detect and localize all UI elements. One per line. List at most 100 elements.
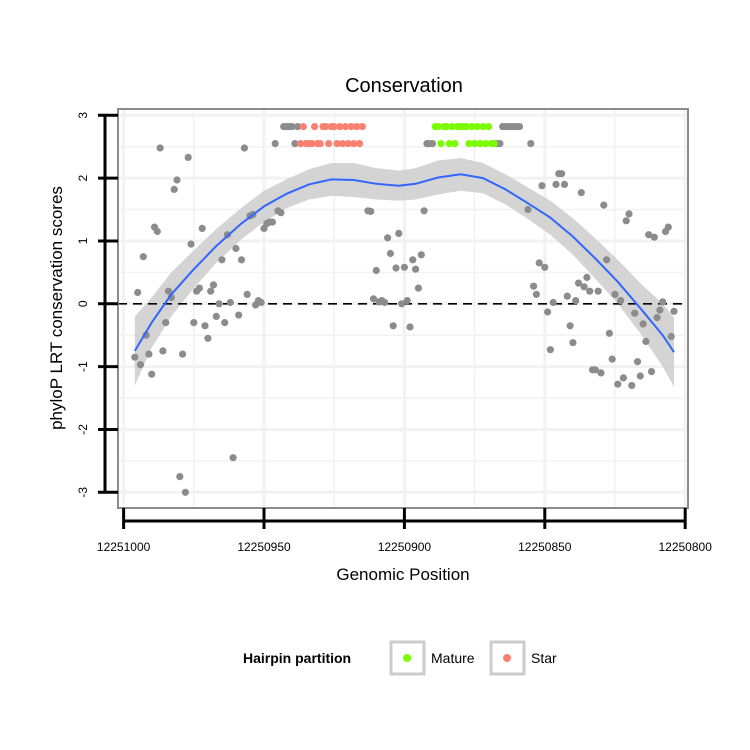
point-other	[218, 256, 226, 264]
point-other	[134, 288, 142, 297]
point-other	[639, 320, 647, 328]
point-star	[316, 140, 324, 148]
point-other	[530, 282, 538, 290]
point-other	[625, 210, 633, 218]
point-mature	[462, 123, 470, 131]
point-other	[552, 180, 560, 188]
point-other	[532, 290, 541, 298]
point-other	[369, 295, 378, 303]
point-other	[538, 182, 546, 190]
point-other	[153, 227, 161, 236]
point-other	[384, 234, 392, 242]
point-other	[148, 370, 156, 378]
point-mature	[485, 123, 493, 131]
point-other	[176, 473, 184, 481]
point-mature	[479, 123, 487, 131]
point-star	[336, 123, 344, 131]
point-mature	[473, 123, 481, 131]
point-other	[173, 176, 181, 184]
confidence-band-area	[134, 158, 675, 387]
point-star	[350, 140, 358, 148]
point-other	[367, 207, 375, 215]
point-other	[414, 284, 422, 292]
point-other	[594, 287, 602, 295]
point-other	[603, 256, 611, 264]
point-other	[566, 322, 574, 330]
point-other	[628, 381, 636, 390]
point-other	[600, 201, 608, 209]
point-other	[136, 361, 145, 369]
point-other	[156, 144, 164, 152]
point-mature	[445, 140, 453, 148]
point-other	[569, 339, 577, 347]
point-other	[243, 290, 251, 298]
point-other	[190, 319, 198, 327]
legend-title: Hairpin partition	[243, 650, 351, 666]
legend-label-mature: Mature	[431, 650, 475, 666]
point-other	[527, 140, 535, 148]
point-other	[159, 347, 167, 355]
point-other	[631, 309, 639, 317]
point-star	[308, 140, 316, 148]
legend-dot-star	[503, 654, 511, 662]
x-tick-label: 12250950	[237, 540, 291, 554]
point-star	[330, 123, 338, 131]
point-other	[271, 140, 279, 148]
point-star	[311, 123, 319, 131]
point-other	[647, 368, 656, 376]
point-mature	[442, 123, 451, 131]
point-other	[605, 329, 614, 337]
point-other	[614, 380, 622, 388]
point-other	[403, 297, 411, 305]
point-other	[400, 263, 408, 271]
point-other	[541, 263, 549, 271]
point-other	[622, 217, 630, 225]
x-tick-label: 12250850	[518, 540, 572, 554]
point-mature	[482, 140, 490, 148]
y-axis-label: phyloP LRT conservation scores	[47, 186, 66, 430]
point-mature	[434, 123, 442, 131]
legend: Hairpin partition Mature Star	[243, 640, 557, 676]
point-other	[386, 249, 394, 258]
point-other	[195, 284, 203, 292]
point-other	[563, 292, 571, 300]
point-other	[544, 308, 552, 316]
x-tick-label: 12250800	[658, 540, 712, 554]
point-other	[145, 350, 153, 358]
point-other	[204, 334, 212, 342]
point-other	[667, 332, 675, 341]
y-tick-label: 3	[76, 112, 90, 119]
point-other	[664, 223, 672, 231]
point-mature	[448, 123, 456, 131]
y-tick-label: -1	[76, 361, 90, 372]
point-other	[381, 298, 389, 307]
point-other	[428, 140, 437, 148]
point-other	[546, 346, 555, 354]
grid	[118, 109, 688, 508]
point-other	[237, 256, 246, 264]
point-other	[670, 307, 678, 315]
point-other	[611, 290, 619, 298]
x-axis-label: Genomic Position	[336, 565, 469, 584]
point-other	[572, 297, 580, 305]
point-other	[417, 251, 425, 259]
point-other	[650, 233, 658, 241]
point-other	[209, 281, 218, 289]
y-tick-label: 1	[76, 237, 90, 244]
point-other	[277, 209, 285, 217]
point-star	[358, 123, 366, 131]
point-other	[583, 273, 591, 281]
point-other	[179, 350, 187, 358]
confidence-band	[134, 158, 675, 387]
point-other	[215, 300, 223, 308]
point-mature	[465, 140, 473, 148]
point-other	[619, 374, 628, 382]
point-other	[645, 231, 653, 239]
point-other	[591, 366, 599, 374]
point-other	[398, 300, 406, 308]
point-other	[608, 355, 616, 363]
point-star	[344, 140, 352, 148]
point-mature	[468, 123, 476, 131]
point-other	[659, 298, 667, 306]
point-other	[139, 253, 147, 261]
